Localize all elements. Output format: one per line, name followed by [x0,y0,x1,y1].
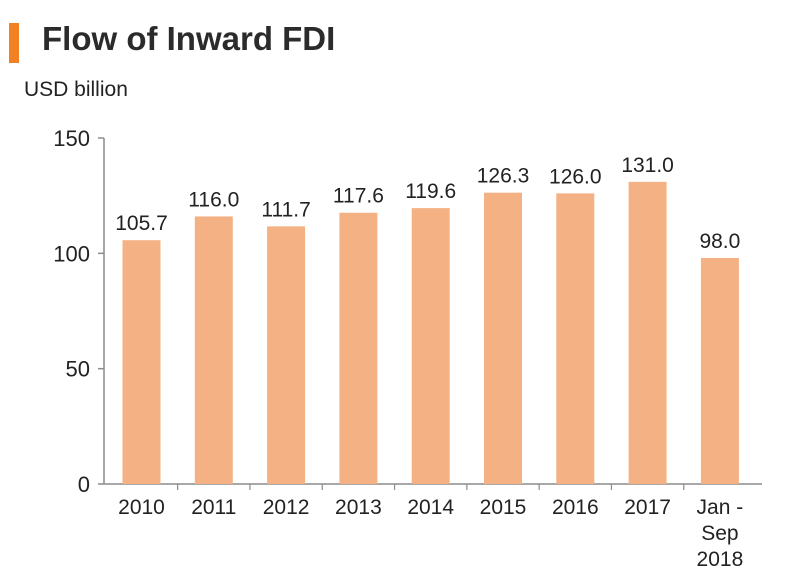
data-label-0: 105.7 [115,212,168,235]
x-tick-label-5: 2015 [480,496,527,519]
x-tick-label-3: 2013 [335,496,382,519]
chart-title: Flow of Inward FDI [42,20,336,57]
title-accent-bar [9,23,19,63]
x-tick-label-7: 2017 [624,496,671,519]
data-label-2: 111.7 [261,198,310,221]
data-label-3: 117.6 [333,185,384,208]
bar-2 [267,226,306,484]
data-label-7: 131.0 [621,154,674,177]
x-tick-label-0: 2010 [118,496,165,519]
x-tick-label-4: 2014 [407,496,454,519]
bar-0 [122,240,161,484]
bar-8 [700,257,739,484]
bar-1 [194,216,233,484]
data-label-1: 116.0 [188,188,239,211]
y-tick-label: 50 [66,357,90,382]
bar-4 [411,208,450,484]
x-tick-label-8: 2018 [697,548,744,571]
bar-7 [628,181,667,484]
data-label-4: 119.6 [405,180,456,203]
data-label-6: 126.0 [549,165,602,188]
x-tick-label-2: 2012 [263,496,310,519]
x-tick-label-1: 2011 [191,496,236,519]
data-label-8: 98.0 [699,230,740,253]
bar-5 [484,192,522,484]
y-tick-label: 100 [53,241,90,266]
y-tick-label: 0 [78,472,90,497]
x-tick-label-8: Jan - [697,496,744,519]
bar-3 [339,212,378,484]
bar-6 [556,193,595,485]
data-label-5: 126.3 [477,165,530,188]
x-tick-label-6: 2016 [552,496,599,519]
y-axis-unit-label: USD billion [24,78,128,101]
x-tick-label-8: Sep [701,522,738,545]
y-tick-label: 150 [53,126,90,151]
